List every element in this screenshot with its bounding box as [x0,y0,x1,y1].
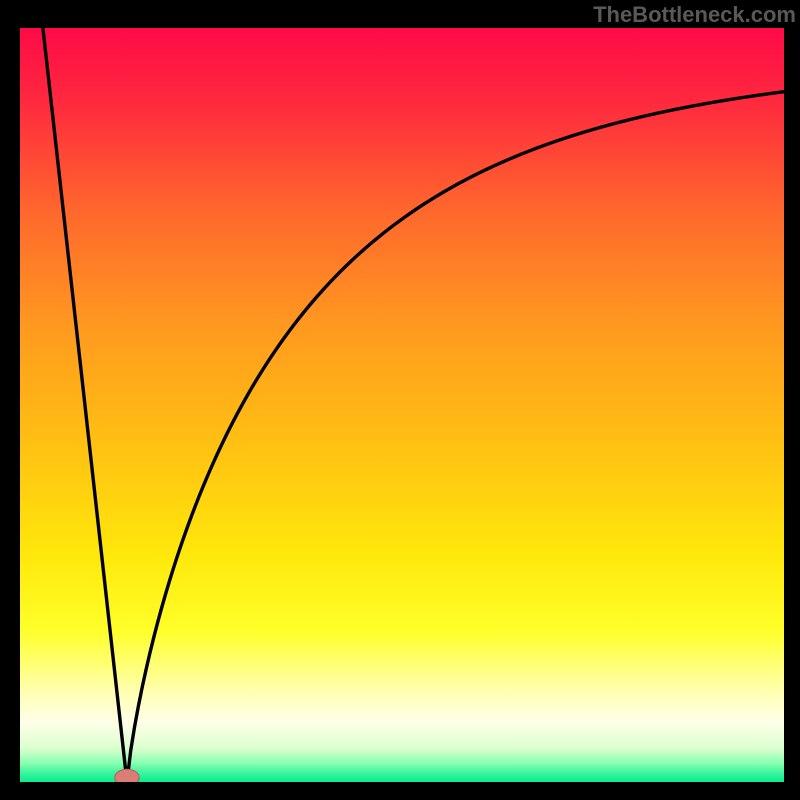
watermark-text: TheBottleneck.com [593,2,796,28]
chart-container: TheBottleneck.com [0,0,800,800]
curve-layer [20,28,784,782]
bottleneck-curve [43,28,784,782]
plot-area [20,28,784,782]
minimum-marker [115,769,139,782]
